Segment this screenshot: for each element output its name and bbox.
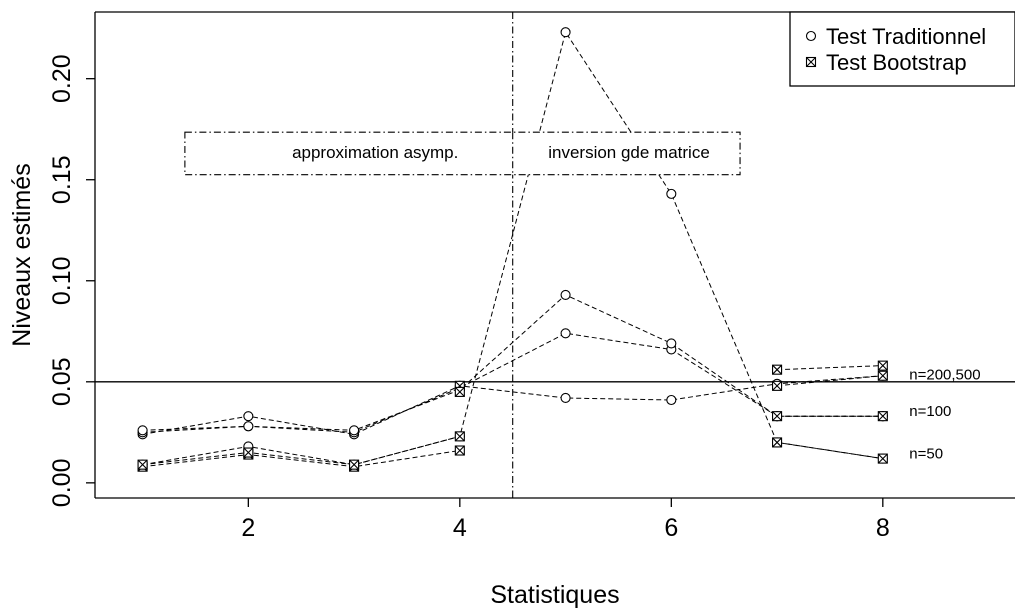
boxed-x-cross xyxy=(772,380,782,391)
circle-point xyxy=(666,394,677,406)
x-tick-label: 2 xyxy=(241,514,255,542)
boxed-x-point xyxy=(454,445,465,456)
series-line xyxy=(142,450,460,468)
boxed-x-cross xyxy=(877,360,888,371)
boxed-x-cross xyxy=(772,364,782,375)
legend-boxed-x-marker xyxy=(805,56,817,68)
boxed-x-cross xyxy=(454,445,465,456)
legend: Test Traditionnel Test Bootstrap xyxy=(789,11,1015,87)
series-line xyxy=(142,30,883,466)
legend-box xyxy=(789,11,1015,87)
x-tick-label: 4 xyxy=(453,514,467,542)
x-tick-label: 6 xyxy=(664,514,678,542)
boxed-x-cross xyxy=(454,431,465,442)
circle-point xyxy=(243,411,254,422)
boxed-x-point xyxy=(877,453,888,464)
annotation-label: approximation asymp. xyxy=(292,143,458,162)
legend-circle-marker xyxy=(805,30,817,42)
boxed-x-point xyxy=(772,380,783,391)
boxed-x-point xyxy=(772,437,783,448)
inline-label: n=50 xyxy=(909,446,943,463)
y-tick-label: 0.10 xyxy=(48,256,76,305)
boxed-x-point xyxy=(877,360,888,371)
inline-label: n=200,500 xyxy=(909,367,980,384)
series-line xyxy=(777,375,883,387)
y-tick-label: 0.00 xyxy=(48,459,76,508)
boxed-x-cross xyxy=(349,459,359,470)
circle-point xyxy=(243,421,254,432)
boxed-x-point xyxy=(877,411,888,422)
circle-point xyxy=(560,392,571,404)
circle-point xyxy=(560,289,571,300)
boxed-x-point xyxy=(772,364,783,375)
series-line xyxy=(142,435,460,466)
boxed-x-point xyxy=(243,447,254,458)
legend-label-traditionnel: Test Traditionnel xyxy=(826,24,986,49)
circle-point xyxy=(137,425,148,436)
annotation-box xyxy=(184,131,741,176)
circle-point xyxy=(349,425,360,436)
boxed-x-cross xyxy=(877,453,888,464)
circle-point xyxy=(666,338,677,349)
circle-point xyxy=(666,188,677,199)
circle-point xyxy=(560,27,571,38)
x-tick-label: 8 xyxy=(876,514,890,542)
boxed-x-cross xyxy=(772,437,782,448)
legend-label-bootstrap: Test Bootstrap xyxy=(826,50,967,75)
boxed-x-point xyxy=(454,431,465,442)
boxed-x-cross xyxy=(243,447,254,458)
boxed-x-cross xyxy=(877,370,888,381)
boxed-x-point xyxy=(877,370,888,381)
boxed-x-cross xyxy=(772,411,782,422)
y-axis-title: Niveaux estimés xyxy=(8,163,36,346)
circle-point xyxy=(560,328,571,339)
boxed-x-cross xyxy=(137,459,148,470)
series-line xyxy=(777,365,883,371)
boxed-x-point xyxy=(772,411,783,422)
boxed-x-point xyxy=(137,459,148,470)
series-line xyxy=(777,441,883,460)
boxed-x-point xyxy=(349,459,360,470)
boxed-x-cross xyxy=(877,411,888,422)
y-tick-label: 0.20 xyxy=(48,54,76,103)
series-line xyxy=(142,375,883,435)
annotation-label: inversion gde matrice xyxy=(548,143,710,162)
series-line xyxy=(142,294,883,431)
boxed-x-point xyxy=(454,386,465,397)
inline-label: n=100 xyxy=(909,403,951,420)
y-tick-label: 0.05 xyxy=(48,357,76,406)
y-tick-label: 0.15 xyxy=(48,155,76,204)
boxed-x-cross xyxy=(454,387,465,397)
x-axis-title: Statistiques xyxy=(490,581,619,609)
